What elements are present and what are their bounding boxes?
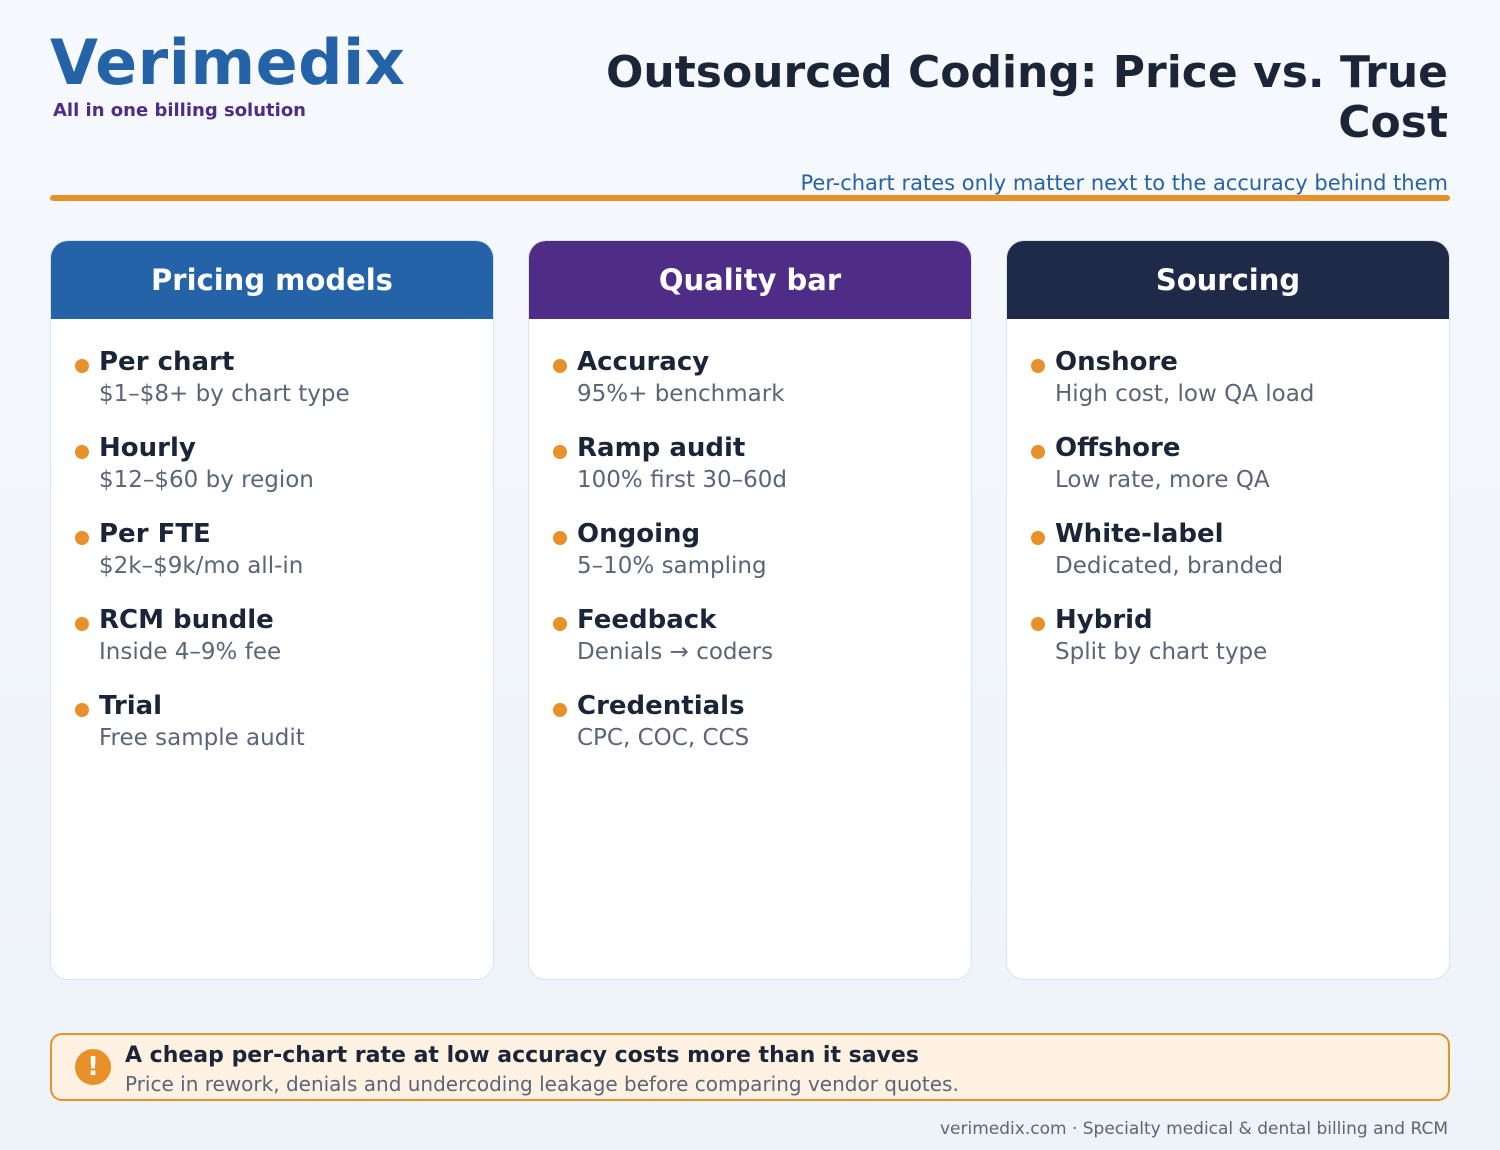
list-item: Per chart $1–$8+ by chart type <box>75 346 493 432</box>
item-title: RCM bundle <box>99 605 274 635</box>
item-detail: 95%+ benchmark <box>577 381 785 407</box>
list-item: Per FTE $2k–$9k/mo all-in <box>75 518 493 604</box>
item-title: Credentials <box>577 691 745 721</box>
list-item: Accuracy 95%+ benchmark <box>553 346 971 432</box>
footer-text: verimedix.com · Specialty medical & dent… <box>940 1119 1448 1139</box>
card-header: Pricing models <box>51 241 493 319</box>
card-list: Accuracy 95%+ benchmark Ramp audit 100% fi… <box>529 319 971 776</box>
callout-title: A cheap per-chart rate at low accuracy c… <box>125 1043 919 1068</box>
bullet-dot-icon <box>75 703 89 717</box>
bullet-dot-icon <box>75 531 89 545</box>
card-heading: Sourcing <box>1155 263 1301 297</box>
card-heading: Pricing models <box>151 263 393 297</box>
item-detail: Denials → coders <box>577 639 774 665</box>
card-header: Quality bar <box>529 241 971 319</box>
page-subtitle: Per-chart rates only matter next to the … <box>800 171 1448 195</box>
item-detail: CPC, COC, CCS <box>577 725 750 751</box>
item-detail: Inside 4–9% fee <box>99 639 282 665</box>
brand-logo: Verimedix All in one billing solution <box>50 26 406 122</box>
list-item: Ongoing 5–10% sampling <box>553 518 971 604</box>
card-header: Sourcing <box>1007 241 1449 319</box>
item-detail: $2k–$9k/mo all-in <box>99 553 304 579</box>
list-item: Hourly $12–$60 by region <box>75 432 493 518</box>
bullet-dot-icon <box>75 359 89 373</box>
item-title: Offshore <box>1055 433 1181 463</box>
exclamation-icon: ! <box>75 1049 111 1085</box>
list-item: Trial Free sample audit <box>75 690 493 776</box>
bullet-dot-icon <box>553 617 567 631</box>
bullet-dot-icon <box>1031 531 1045 545</box>
bullet-dot-icon <box>553 359 567 373</box>
list-item: Hybrid Split by chart type <box>1031 604 1449 690</box>
item-title: Accuracy <box>577 347 710 377</box>
item-title: Per FTE <box>99 519 211 549</box>
bullet-dot-icon <box>1031 359 1045 373</box>
bullet-dot-icon <box>553 703 567 717</box>
item-detail: 100% first 30–60d <box>577 467 787 493</box>
bullet-dot-icon <box>75 617 89 631</box>
brand-name: Verimedix <box>50 26 406 99</box>
list-item: Ramp audit 100% first 30–60d <box>553 432 971 518</box>
list-item: Feedback Denials → coders <box>553 604 971 690</box>
bullet-dot-icon <box>553 445 567 459</box>
list-item: RCM bundle Inside 4–9% fee <box>75 604 493 690</box>
list-item: Credentials CPC, COC, CCS <box>553 690 971 776</box>
item-title: Feedback <box>577 605 717 635</box>
item-title: Per chart <box>99 347 235 377</box>
page-title: Outsourced Coding: Price vs. True Cost <box>606 47 1448 148</box>
callout-body: Price in rework, denials and undercoding… <box>125 1072 959 1096</box>
card-sourcing: Sourcing Onshore High cost, low QA load O… <box>1006 240 1450 980</box>
brand-tagline: All in one billing solution <box>53 100 306 121</box>
list-item: Offshore Low rate, more QA <box>1031 432 1449 518</box>
item-detail: $1–$8+ by chart type <box>99 381 350 407</box>
card-heading: Quality bar <box>658 263 842 297</box>
item-title: Trial <box>99 691 163 721</box>
item-title: Ongoing <box>577 519 701 549</box>
bullet-dot-icon <box>1031 445 1045 459</box>
bullet-dot-icon <box>553 531 567 545</box>
item-detail: Low rate, more QA <box>1055 467 1270 493</box>
item-title: Ramp audit <box>577 433 746 463</box>
item-title: Onshore <box>1055 347 1178 377</box>
bullet-dot-icon <box>1031 617 1045 631</box>
list-item: White-label Dedicated, branded <box>1031 518 1449 604</box>
card-pricing-models: Pricing models Per chart $1–$8+ by chart … <box>50 240 494 980</box>
item-detail: Free sample audit <box>99 725 305 751</box>
item-detail: 5–10% sampling <box>577 553 767 579</box>
card-list: Per chart $1–$8+ by chart type Hourly $12–… <box>51 319 493 776</box>
item-detail: High cost, low QA load <box>1055 381 1315 407</box>
card-quality-bar: Quality bar Accuracy 95%+ benchmark Ramp … <box>528 240 972 980</box>
item-detail: $12–$60 by region <box>99 467 314 493</box>
item-detail: Split by chart type <box>1055 639 1268 665</box>
card-list: Onshore High cost, low QA load Offshore Lo… <box>1007 319 1449 690</box>
warning-callout: ! A cheap per-chart rate at low accuracy… <box>50 1033 1450 1101</box>
item-title: White-label <box>1055 519 1224 549</box>
item-detail: Dedicated, branded <box>1055 553 1284 579</box>
header-divider <box>50 195 1450 201</box>
bullet-dot-icon <box>75 445 89 459</box>
list-item: Onshore High cost, low QA load <box>1031 346 1449 432</box>
item-title: Hourly <box>99 433 196 463</box>
item-title: Hybrid <box>1055 605 1153 635</box>
